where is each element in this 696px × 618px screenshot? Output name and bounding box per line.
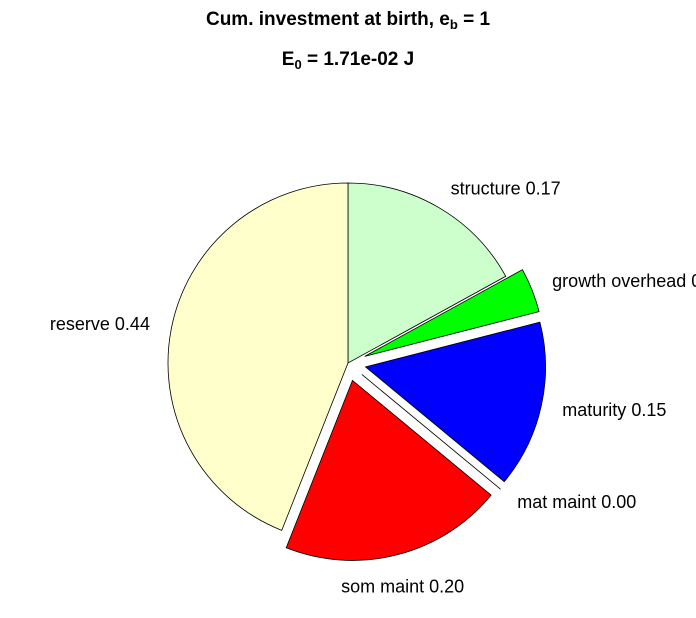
slice-name: som maint [341,576,424,596]
slice-label: structure 0.17 [451,178,561,198]
slice-label: som maint 0.20 [341,576,464,596]
slice-label: growth overhead 0.04 [552,271,696,291]
slice-value: 0.15 [631,400,666,420]
slice-label: mat maint 0.00 [517,492,636,512]
chart-title: Cum. investment at birth, eb = 1 [206,9,490,32]
slice-name: growth overhead [552,271,686,291]
slice-name: reserve [50,314,110,334]
slice-value: 0.20 [429,576,464,596]
slice-name: mat maint [517,492,596,512]
slice-value: 0.00 [601,492,636,512]
slice-name: structure [451,178,521,198]
slice-name: maturity [562,400,626,420]
slice-value: 0.17 [526,178,561,198]
pie-slice [364,321,546,483]
slice-label: reserve 0.44 [50,314,150,334]
pie-slice [167,182,349,531]
chart-subtitle: E0 = 1.71e-02 J [282,49,414,72]
pie-slice [285,379,492,561]
slice-value: 0.44 [115,314,150,334]
slice-label: maturity 0.15 [562,400,666,420]
pie-slice [347,182,507,364]
pie-slice [364,269,540,357]
slice-value: 0.04 [691,271,696,291]
